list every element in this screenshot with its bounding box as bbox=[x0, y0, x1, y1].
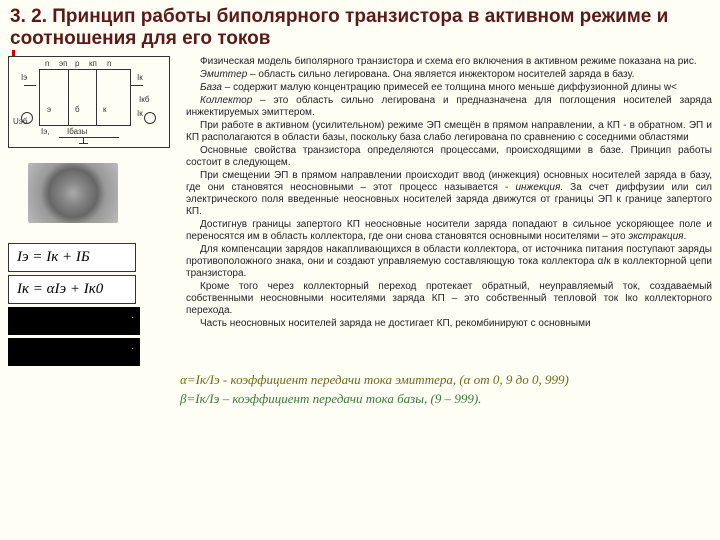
para-10: Часть неосновных носителей заряда не дос… bbox=[186, 318, 712, 330]
para-4: При работе в активном (усилительном) реж… bbox=[186, 120, 712, 144]
right-column: Физическая модель биполярного транзистор… bbox=[178, 56, 712, 369]
lbl-iep: Iэ, bbox=[41, 127, 50, 136]
equation-black-1 bbox=[8, 307, 140, 335]
left-column: n эп p кп n Iэ Iк э б к Iкб Iк Uэб Iэ, I… bbox=[8, 56, 178, 369]
para-3: Коллектор – это область сильно легирован… bbox=[186, 95, 712, 119]
lbl-ep: эп bbox=[59, 59, 67, 68]
lbl-ibaz: Iбазы bbox=[67, 127, 87, 136]
transistor-photo bbox=[28, 163, 118, 223]
para-0: Физическая модель биполярного транзистор… bbox=[186, 56, 712, 68]
content-area: n эп p кп n Iэ Iк э б к Iкб Iк Uэб Iэ, I… bbox=[0, 52, 720, 369]
circuit-box bbox=[39, 69, 131, 126]
equation-2: Iк = αIэ + Iк0 bbox=[8, 275, 136, 304]
para-1: Эмиттер – область сильно легирована. Она… bbox=[186, 69, 712, 81]
lbl-ie: Iэ bbox=[21, 73, 27, 82]
lbl-n2: n bbox=[107, 59, 111, 68]
lbl-k: к bbox=[103, 105, 107, 114]
lbl-ik: Iк bbox=[137, 73, 143, 82]
lbl-e: э bbox=[47, 105, 51, 114]
lbl-kp: кп bbox=[89, 59, 97, 68]
coefficient-alpha: α=Iк/Iэ - коэффициент передачи тока эмит… bbox=[0, 369, 720, 389]
equation-black-2 bbox=[8, 338, 140, 366]
para-9: Кроме того через коллекторный переход пр… bbox=[186, 281, 712, 317]
coefficient-beta: β=Iк/Iэ – коэффициент передачи тока базы… bbox=[0, 389, 720, 407]
para-8: Для компенсации зарядов накапливающихся … bbox=[186, 244, 712, 280]
lbl-n1: n bbox=[45, 59, 49, 68]
page-title: 3. 2. Принцип работы биполярного транзис… bbox=[0, 0, 720, 52]
para-7: Достигнув границы запертого КП неосновны… bbox=[186, 219, 712, 243]
circuit-diagram: n эп p кп n Iэ Iк э б к Iкб Iк Uэб Iэ, I… bbox=[8, 56, 170, 148]
para-2: База – содержит малую концентрацию приме… bbox=[186, 82, 712, 94]
equation-blocks: Iэ = Iк + IБ Iк = αIэ + Iк0 bbox=[8, 243, 178, 366]
para-5: Основные свойства транзистора определяют… bbox=[186, 145, 712, 169]
equation-1: Iэ = Iк + IБ bbox=[8, 243, 136, 272]
lbl-p: p bbox=[75, 59, 79, 68]
lbl-ikb: Iкб bbox=[139, 95, 149, 104]
lbl-ikn: Iк bbox=[137, 109, 143, 118]
lbl-b: б bbox=[75, 105, 80, 114]
para-6: При смещении ЭП в прямом направлении про… bbox=[186, 170, 712, 218]
